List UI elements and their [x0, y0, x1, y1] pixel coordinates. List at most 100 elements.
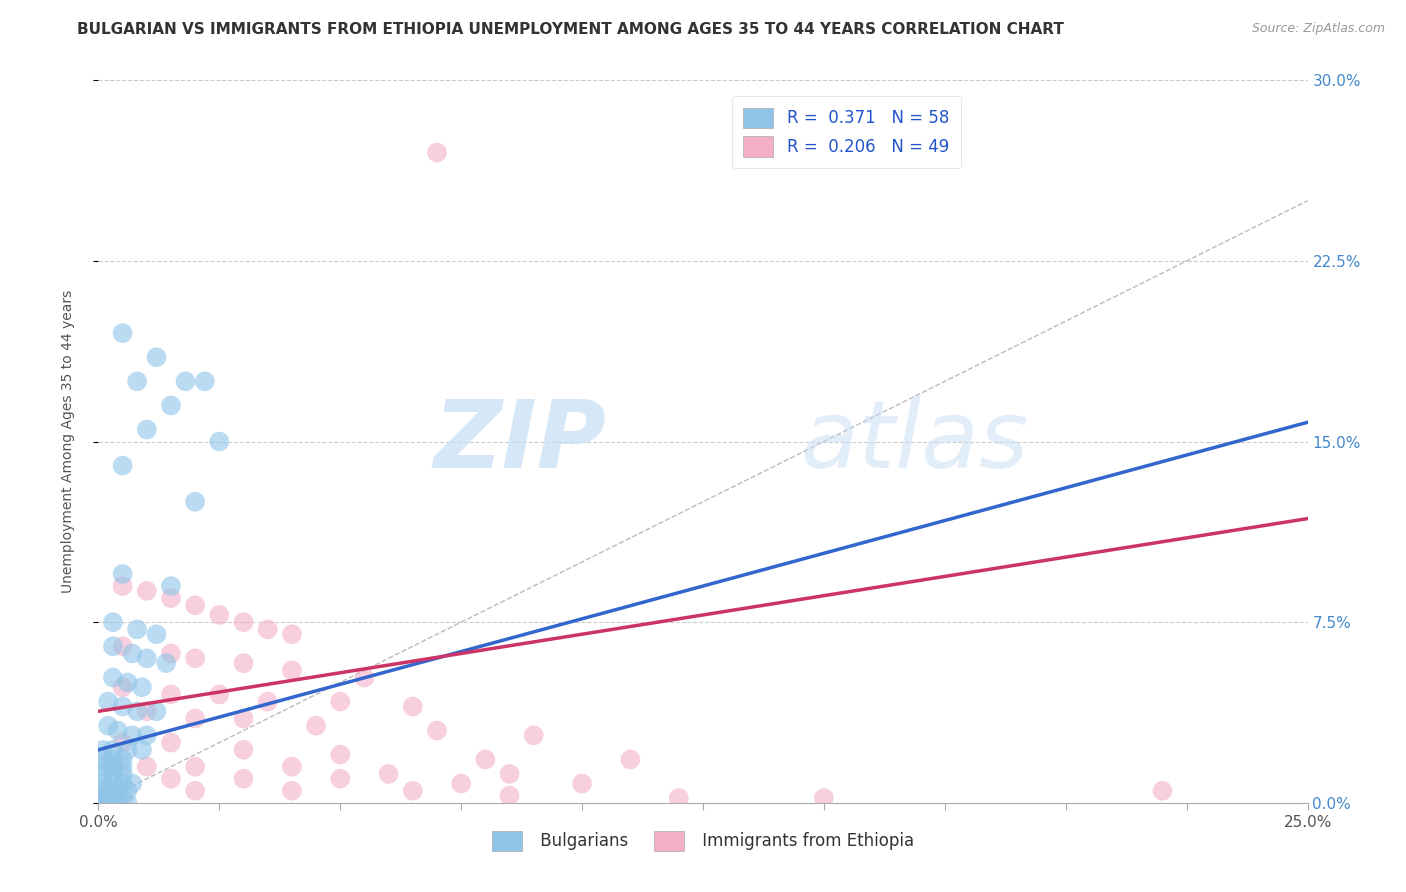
Point: [111, 579, 134, 593]
Point: [232, 743, 254, 757]
Point: [160, 579, 183, 593]
Point: [101, 639, 124, 653]
Point: [155, 656, 177, 670]
Point: [111, 760, 134, 774]
Point: [111, 699, 134, 714]
Point: [208, 607, 231, 622]
Point: [426, 723, 449, 738]
Point: [121, 728, 143, 742]
Point: [377, 767, 399, 781]
Point: [101, 760, 124, 774]
Point: [101, 752, 124, 766]
Point: [145, 627, 167, 641]
Point: [91, 752, 114, 766]
Point: [135, 760, 157, 774]
Point: [135, 583, 157, 598]
Point: [121, 647, 143, 661]
Legend:  Bulgarians,  Immigrants from Ethiopia: Bulgarians, Immigrants from Ethiopia: [484, 822, 922, 860]
Point: [160, 591, 183, 605]
Point: [127, 704, 149, 718]
Point: [474, 752, 496, 766]
Point: [174, 374, 197, 388]
Point: [329, 747, 352, 762]
Point: [305, 719, 328, 733]
Point: [668, 791, 690, 805]
Point: [281, 664, 304, 678]
Point: [91, 791, 114, 805]
Point: [127, 374, 149, 388]
Point: [107, 723, 129, 738]
Point: [353, 671, 375, 685]
Point: [97, 796, 120, 810]
Point: [107, 796, 129, 810]
Point: [232, 615, 254, 630]
Point: [184, 494, 207, 508]
Point: [117, 675, 139, 690]
Point: [232, 772, 254, 786]
Point: [619, 752, 641, 766]
Point: [194, 374, 217, 388]
Point: [571, 776, 593, 790]
Point: [117, 784, 139, 798]
Point: [91, 796, 114, 810]
Point: [91, 776, 114, 790]
Point: [145, 350, 167, 364]
Point: [135, 651, 157, 665]
Point: [184, 784, 207, 798]
Point: [184, 651, 207, 665]
Point: [111, 567, 134, 582]
Point: [127, 623, 149, 637]
Point: [208, 687, 231, 701]
Point: [117, 743, 139, 757]
Point: [402, 784, 425, 798]
Text: Source: ZipAtlas.com: Source: ZipAtlas.com: [1251, 22, 1385, 36]
Point: [131, 680, 153, 694]
Point: [101, 615, 124, 630]
Point: [281, 760, 304, 774]
Point: [111, 458, 134, 473]
Point: [256, 695, 278, 709]
Point: [111, 791, 134, 805]
Point: [97, 695, 120, 709]
Point: [184, 712, 207, 726]
Point: [281, 627, 304, 641]
Point: [107, 784, 129, 798]
Point: [135, 704, 157, 718]
Point: [101, 791, 124, 805]
Point: [160, 398, 183, 412]
Point: [97, 784, 120, 798]
Text: ZIP: ZIP: [433, 395, 606, 488]
Point: [1152, 784, 1174, 798]
Point: [111, 752, 134, 766]
Y-axis label: Unemployment Among Ages 35 to 44 years: Unemployment Among Ages 35 to 44 years: [60, 290, 75, 593]
Point: [101, 776, 124, 790]
Point: [402, 699, 425, 714]
Point: [813, 791, 835, 805]
Point: [498, 767, 520, 781]
Point: [329, 772, 352, 786]
Point: [498, 789, 520, 803]
Point: [145, 704, 167, 718]
Point: [121, 776, 143, 790]
Point: [160, 772, 183, 786]
Point: [101, 767, 124, 781]
Point: [97, 791, 120, 805]
Point: [111, 680, 134, 694]
Point: [232, 712, 254, 726]
Point: [208, 434, 231, 449]
Point: [523, 728, 546, 742]
Text: atlas: atlas: [800, 396, 1028, 487]
Point: [426, 145, 449, 160]
Point: [91, 784, 114, 798]
Point: [91, 743, 114, 757]
Point: [184, 760, 207, 774]
Point: [111, 776, 134, 790]
Point: [111, 767, 134, 781]
Point: [135, 422, 157, 436]
Point: [91, 760, 114, 774]
Point: [160, 735, 183, 749]
Point: [329, 695, 352, 709]
Point: [160, 647, 183, 661]
Point: [450, 776, 472, 790]
Point: [184, 599, 207, 613]
